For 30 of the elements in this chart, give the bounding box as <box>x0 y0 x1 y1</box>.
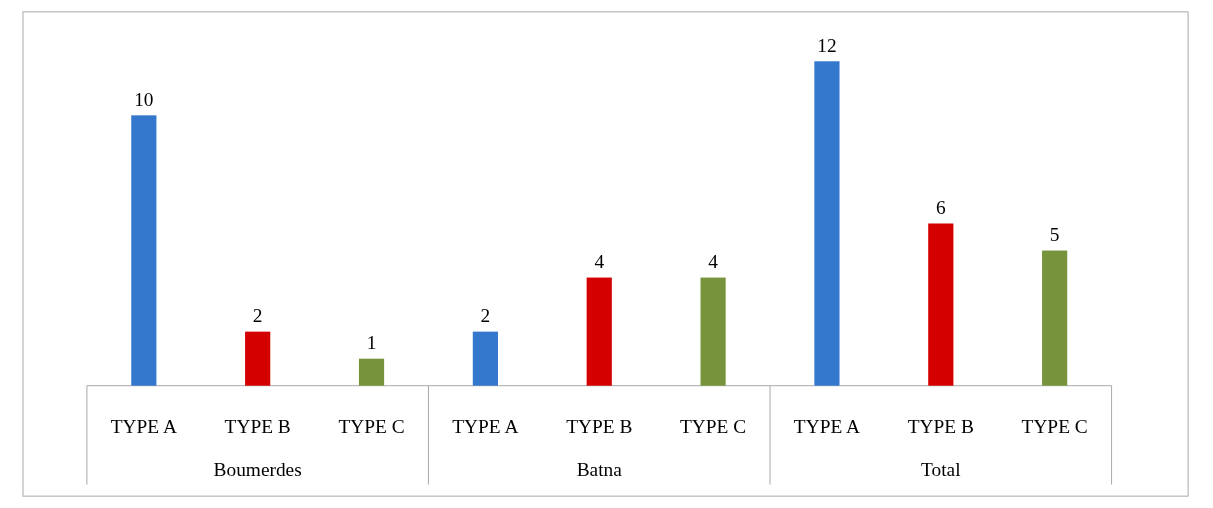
bar <box>1042 250 1068 386</box>
text: TYPE A <box>452 416 519 438</box>
data-label: 2 <box>252 304 263 326</box>
bar <box>358 358 385 386</box>
series-label: TYPE B <box>566 416 633 438</box>
bar <box>586 277 612 386</box>
x-tick-label: Batna <box>576 458 623 480</box>
data-label: 12 <box>817 34 837 56</box>
data-label: 4 <box>708 250 719 272</box>
data-label: 2 <box>480 304 491 326</box>
bar <box>928 223 954 386</box>
bar <box>814 61 840 386</box>
series-label: TYPE C <box>1021 416 1088 438</box>
x-tick-label: Total <box>921 458 961 480</box>
text: TYPE C <box>338 416 405 438</box>
series-label: TYPE A <box>110 416 177 438</box>
data-label: 1 <box>366 331 377 353</box>
bar <box>131 115 157 386</box>
text: TYPE C <box>680 416 747 438</box>
x-tick-label: Boumerdes <box>213 458 302 480</box>
text: TYPE B <box>907 416 974 438</box>
data-label: 6 <box>935 196 946 218</box>
data-label: 4 <box>594 250 605 272</box>
text: TYPE B <box>224 416 291 438</box>
data-label: 5 <box>1049 223 1060 245</box>
text: TYPE A <box>793 416 861 438</box>
bar <box>245 331 271 386</box>
data-label: 10 <box>134 88 154 110</box>
bar <box>700 277 726 386</box>
bar <box>472 331 498 386</box>
